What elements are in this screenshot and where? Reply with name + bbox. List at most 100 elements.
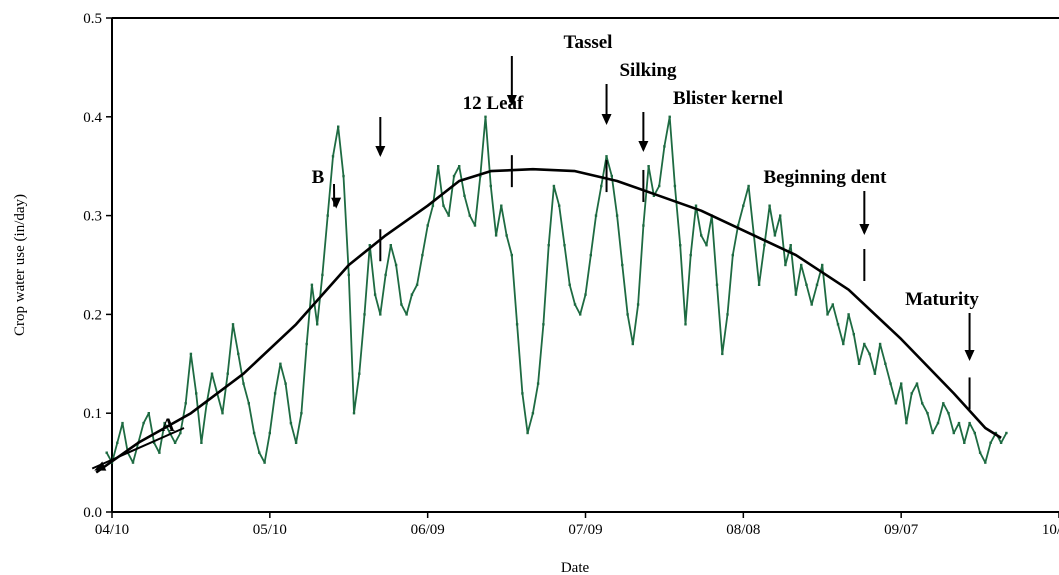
data-point xyxy=(563,244,566,247)
data-point xyxy=(237,352,240,356)
data-point xyxy=(800,263,803,267)
data-point xyxy=(400,303,403,306)
data-point xyxy=(873,372,877,375)
data-point xyxy=(337,125,340,128)
y-tick-label: 0.5 xyxy=(83,11,102,27)
x-axis-ticks: 04/10 05/10 06/09 07/09 08/08 09/07 10/07 xyxy=(95,512,1059,538)
data-point xyxy=(768,204,771,207)
data-point xyxy=(205,402,208,405)
data-point xyxy=(573,303,577,306)
data-point xyxy=(415,283,419,286)
data-point xyxy=(868,352,871,356)
data-point xyxy=(884,362,887,365)
chart-axes xyxy=(111,17,1059,513)
annotation-label: Beginning dent xyxy=(763,167,887,188)
data-point xyxy=(784,263,787,267)
data-point xyxy=(642,224,645,227)
data-point xyxy=(715,283,719,286)
arrow-head xyxy=(964,350,975,361)
data-point xyxy=(484,115,487,118)
data-point xyxy=(358,372,361,375)
y-tick-label: 0.0 xyxy=(83,505,102,521)
annotation-label: Tassel xyxy=(564,32,613,53)
data-point xyxy=(805,283,808,286)
data-point xyxy=(821,263,824,267)
data-point xyxy=(316,323,319,326)
data-point xyxy=(568,283,571,286)
x-axis-title: Date xyxy=(561,560,590,575)
data-point xyxy=(636,303,640,306)
x-tick-label: 10/07 xyxy=(1042,522,1059,538)
data-point xyxy=(352,412,356,415)
series-daily-line xyxy=(105,115,1008,464)
data-point xyxy=(273,392,277,395)
data-point xyxy=(363,313,366,316)
data-point xyxy=(431,204,435,207)
data-point xyxy=(889,382,892,385)
annotation-arrow-line xyxy=(91,427,185,470)
annotation-label: Blister kernel xyxy=(673,88,783,109)
annotation-label: B xyxy=(312,167,325,188)
data-point xyxy=(200,441,203,444)
data-point xyxy=(863,342,866,346)
data-point xyxy=(668,115,671,118)
data-point xyxy=(405,313,408,316)
annotation-layer: A B 12 Leaf Tassel Silking Blister kernel Begi… xyxy=(91,32,979,471)
data-point xyxy=(900,382,903,385)
data-point xyxy=(231,323,235,326)
x-tick-label: 07/09 xyxy=(568,522,602,538)
data-point xyxy=(258,451,261,454)
data-point xyxy=(1005,431,1008,435)
data-point xyxy=(905,421,908,425)
data-point xyxy=(815,283,819,286)
data-point xyxy=(731,253,734,257)
data-point xyxy=(489,184,492,188)
data-point xyxy=(479,174,482,178)
annotation-blister: Blister kernel xyxy=(638,88,783,202)
data-point xyxy=(347,273,350,277)
data-point xyxy=(421,253,424,257)
data-point xyxy=(747,184,750,188)
data-point xyxy=(942,402,945,405)
arrow-head xyxy=(859,224,870,235)
data-point xyxy=(773,234,777,237)
annotation-a: A xyxy=(91,415,185,471)
data-point xyxy=(426,224,429,227)
data-point xyxy=(705,244,708,247)
data-point xyxy=(221,412,224,415)
data-point xyxy=(500,204,503,207)
data-point xyxy=(647,165,650,168)
data-point xyxy=(999,441,1003,444)
data-point xyxy=(510,253,513,257)
series-layer xyxy=(95,115,1008,474)
data-point xyxy=(584,293,587,296)
data-point xyxy=(558,204,561,207)
data-point xyxy=(526,431,529,435)
series-smooth-line xyxy=(95,167,1002,474)
data-point xyxy=(515,323,519,326)
data-point xyxy=(394,263,398,267)
data-point xyxy=(605,155,608,158)
data-point xyxy=(179,431,182,435)
data-point xyxy=(142,421,145,425)
annotation-label: A xyxy=(161,415,175,436)
data-point xyxy=(700,234,703,237)
data-point xyxy=(673,184,677,188)
data-point xyxy=(658,184,661,188)
data-point xyxy=(326,214,329,217)
data-point xyxy=(105,451,108,454)
data-point xyxy=(463,194,466,197)
data-point xyxy=(878,342,882,346)
data-point xyxy=(579,313,582,316)
data-point xyxy=(652,194,656,197)
annotation-maturity: Maturity xyxy=(905,289,979,410)
data-point xyxy=(410,293,414,296)
data-point xyxy=(726,313,729,316)
data-point xyxy=(163,421,166,425)
data-point xyxy=(926,412,929,415)
data-point xyxy=(600,184,603,188)
arrow-head xyxy=(506,95,517,106)
x-tick-label: 06/09 xyxy=(411,522,445,538)
data-point xyxy=(305,342,308,346)
